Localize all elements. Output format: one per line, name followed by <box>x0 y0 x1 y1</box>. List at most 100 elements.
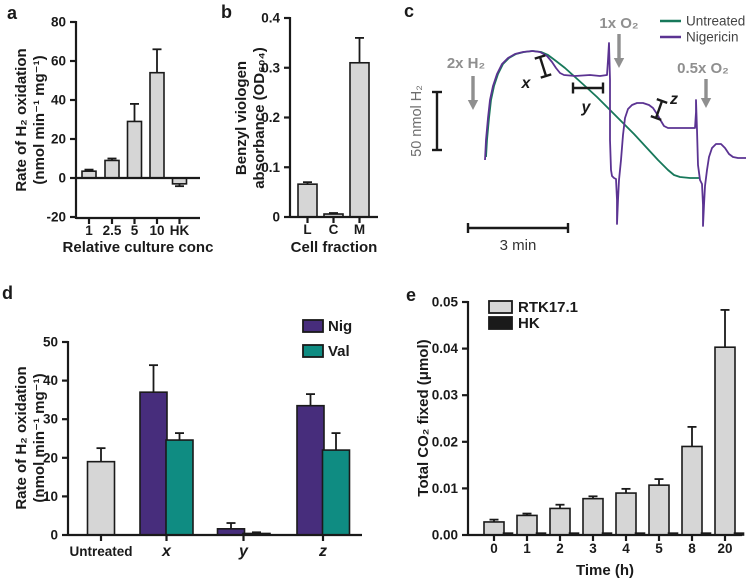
y-axis-title: absorbance (OD₆₀₄) <box>251 47 268 189</box>
y-tick-label: 0 <box>58 171 66 186</box>
x-tick-label: y <box>238 543 249 560</box>
y-axis-title: Total CO₂ fixed (μmol) <box>415 339 432 496</box>
x-axis-title: Time (h) <box>576 562 634 579</box>
y-tick-label: 0 <box>50 528 58 543</box>
line <box>534 54 546 60</box>
injection-label: 1x O₂ <box>599 15 638 32</box>
bar-Nig-z <box>296 404 325 536</box>
line <box>538 56 548 77</box>
panel-letter-e: e <box>406 285 416 305</box>
line <box>654 100 664 119</box>
bar-RTK17.1-20 <box>714 346 736 536</box>
y-tick-label: 0.03 <box>432 388 459 403</box>
x-tick-label: 1 <box>85 223 93 238</box>
x-tick-label: 8 <box>688 541 696 556</box>
legend-swatch-RTK17.1 <box>488 300 513 314</box>
bar-Val-z <box>321 449 351 536</box>
arrow-head <box>700 98 712 108</box>
y-tick-label: 0.00 <box>432 528 458 543</box>
bar-Nig-x <box>139 391 168 536</box>
v-scalebar-label: 50 nmol H₂ <box>409 85 425 157</box>
bar-Untreated-Untreated <box>86 460 116 536</box>
line <box>650 115 662 121</box>
y-tick-label: 10 <box>43 489 58 504</box>
line <box>656 98 668 104</box>
arrow-head <box>467 100 479 110</box>
x-tick-label: 5 <box>655 541 663 556</box>
bar-a-5 <box>126 120 143 179</box>
y-tick-label: 0.04 <box>432 341 459 356</box>
y-tick-label: 20 <box>51 132 66 147</box>
y-tick-label: 40 <box>43 373 58 388</box>
y-tick-label: 0.2 <box>261 110 280 125</box>
panel-letter-c: c <box>404 1 414 21</box>
x-axis-title: Relative culture conc <box>63 239 214 256</box>
panel-e: e 0.00 0.01 0.02 0.03 0.04 0.05 0 1 2 3 4 5 8 20 Time (… <box>406 285 745 579</box>
x-tick-label: 2.5 <box>103 223 122 238</box>
region-label-x: x <box>521 75 532 92</box>
x-tick-label: 3 <box>589 541 597 556</box>
bar-RTK17.1-1 <box>516 514 538 536</box>
y-tick-label: 40 <box>51 93 66 108</box>
injection-label: 2x H₂ <box>447 55 485 72</box>
y-tick-label: 0.4 <box>261 11 280 26</box>
x-tick-label: C <box>329 222 339 237</box>
bar-b-L <box>297 183 318 218</box>
y-tick-label: 0.05 <box>432 295 459 310</box>
y-tick-label: -20 <box>46 210 66 225</box>
panel-d: d 0 10 20 30 40 50 Untreated x y z Rate of H₂ oxida… <box>2 283 362 560</box>
y-axis-title: Rate of H₂ oxidation <box>13 48 30 191</box>
y-tick-label: 0.01 <box>432 481 459 496</box>
y-axis-title: Benzyl viologen <box>233 61 250 175</box>
x-tick-label: z <box>318 543 327 560</box>
bar-RTK17.1-0 <box>483 521 505 536</box>
y-tick-label: 0 <box>272 210 280 225</box>
legend-label-nigericin: Nigericin <box>686 30 739 45</box>
legend-label-Val: Val <box>328 343 350 360</box>
x-tick-label: 20 <box>717 541 732 556</box>
bar-RTK17.1-8 <box>681 445 703 536</box>
x-tick-label: HK <box>170 223 190 238</box>
x-tick-label: x <box>161 543 172 560</box>
bar-b-M <box>349 61 370 218</box>
legend-swatch-Nig <box>302 319 324 333</box>
panel-c: c 2x H₂ 1x O₂ 0.5x O₂ 50 nmol H₂ 3 min x y z Untr… <box>404 1 746 254</box>
panel-letter-a: a <box>7 3 18 23</box>
legend-label-Nig: Nig <box>328 318 352 335</box>
x-tick-label: 5 <box>131 223 139 238</box>
legend-swatch-Val <box>302 344 324 358</box>
bar-RTK17.1-3 <box>582 497 604 536</box>
x-tick-label: M <box>354 222 365 237</box>
h-scalebar-label: 3 min <box>500 237 537 254</box>
x-tick-label: 4 <box>622 541 630 556</box>
y-tick-label: 30 <box>43 412 58 427</box>
region-label-z: z <box>669 91 678 108</box>
bar-RTK17.1-4 <box>615 492 637 536</box>
region-label-y: y <box>581 99 592 116</box>
panel-letter-d: d <box>2 283 13 303</box>
y-tick-label: 60 <box>51 54 66 69</box>
injection-label: 0.5x O₂ <box>677 60 729 77</box>
bar-a-10 <box>149 71 165 179</box>
x-tick-label: 1 <box>523 541 531 556</box>
bar-RTK17.1-2 <box>549 507 571 536</box>
panel-letter-b: b <box>221 2 232 22</box>
legend-swatch-HK <box>488 316 513 330</box>
legend-label-HK: HK <box>518 315 540 332</box>
x-tick-label: 0 <box>490 541 498 556</box>
legend-label-RTK17.1: RTK17.1 <box>518 299 578 316</box>
bar-RTK17.1-5 <box>648 484 670 536</box>
x-axis-title: Cell fraction <box>291 239 378 256</box>
arrow-head <box>613 58 625 68</box>
y-axis-title: (nmol min⁻¹ mg⁻¹) <box>31 55 48 184</box>
x-tick-label: L <box>303 222 311 237</box>
y-tick-label: 0.1 <box>261 160 280 175</box>
y-tick-label: 0.02 <box>432 434 458 449</box>
y-tick-label: 0.3 <box>261 60 280 75</box>
bar-a-2.5 <box>104 159 120 179</box>
x-tick-label: 10 <box>149 223 164 238</box>
trace-nigericin <box>484 42 746 227</box>
